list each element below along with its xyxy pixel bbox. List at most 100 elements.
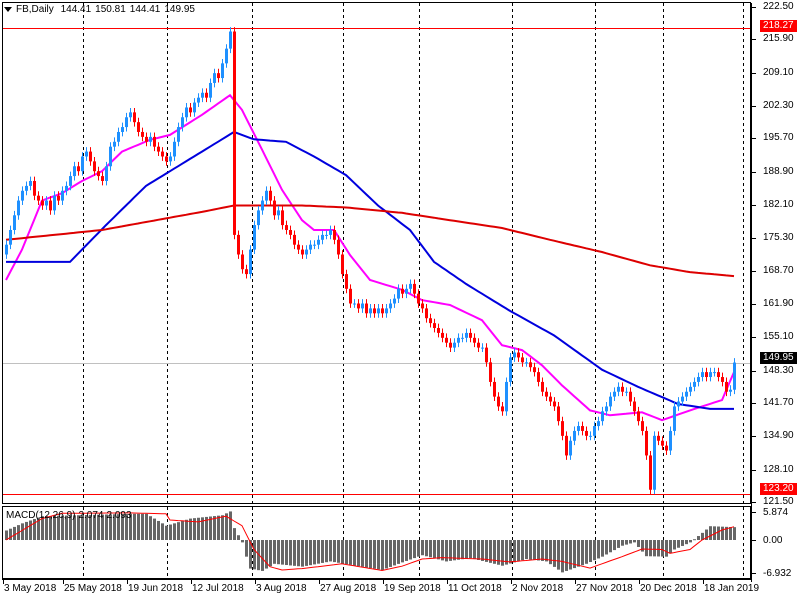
candle-bullish (25, 185, 28, 191)
time-axis-label: 11 Oct 2018 (448, 583, 502, 594)
macd-histogram-bar (21, 523, 24, 540)
candle-bearish (437, 328, 440, 333)
candle-bearish (233, 31, 236, 235)
candle-bullish (669, 430, 672, 451)
candle-bullish (513, 352, 516, 358)
price-axis-label: 128.10 (763, 464, 794, 475)
macd-histogram-bar (261, 540, 264, 571)
macd-histogram-bar (645, 540, 648, 557)
macd-histogram-bar (469, 540, 472, 559)
macd-histogram-bar (473, 540, 476, 560)
time-axis-label: 19 Sep 2018 (384, 583, 441, 594)
candle-bearish (421, 303, 424, 309)
candle-bullish (505, 381, 508, 412)
candle-bullish (125, 117, 128, 128)
candle-bullish (169, 156, 172, 162)
price-axis-label: 168.70 (763, 265, 794, 276)
candle-bullish (613, 391, 616, 397)
macd-histogram-bar (293, 540, 296, 566)
candle-bullish (573, 430, 576, 441)
candle-bearish (705, 372, 708, 378)
candle-bearish (489, 362, 492, 382)
macd-histogram-bar (369, 540, 372, 569)
dropdown-triangle-icon[interactable] (4, 6, 12, 12)
macd-main-value: 2.074 (78, 510, 104, 521)
macd-histogram-bar (597, 540, 600, 559)
candle-bullish (609, 396, 612, 407)
macd-pane-frame (2, 506, 751, 579)
candle-bullish (389, 303, 392, 309)
macd-histogram-bar (105, 514, 108, 540)
macd-histogram-bar (197, 517, 200, 540)
candle-bullish (221, 63, 224, 79)
ohlc-close: 149.95 (164, 4, 195, 15)
price-axis-label: 202.30 (763, 100, 794, 111)
macd-histogram-bar (361, 540, 364, 567)
candle-bullish (369, 308, 372, 314)
macd-axis-label: 5.874 (763, 507, 789, 518)
candle-bearish (629, 391, 632, 402)
macd-histogram-bar (665, 540, 668, 557)
macd-histogram-bar (353, 540, 356, 566)
candle-bullish (149, 136, 152, 142)
macd-histogram-bar (405, 540, 408, 561)
macd-histogram-bar (721, 526, 724, 540)
candle-bullish (9, 229, 12, 245)
candle-bullish (249, 249, 252, 275)
macd-histogram-bar (69, 515, 72, 540)
candle-bullish (321, 234, 324, 240)
macd-histogram-bar (729, 526, 732, 540)
candle-bearish (585, 430, 588, 436)
time-axis-label: 27 Nov 2018 (576, 583, 633, 594)
candle-bullish (405, 288, 408, 294)
candle-bullish (601, 411, 604, 422)
macd-histogram-bar (253, 540, 256, 570)
macd-histogram-bar (161, 523, 164, 540)
macd-histogram-bar (297, 540, 300, 567)
macd-histogram-bar (433, 540, 436, 559)
candle-bullish (21, 190, 24, 201)
candle-bearish (137, 122, 140, 132)
candle-bullish (713, 372, 716, 374)
time-axis-label: 18 Jan 2019 (704, 583, 760, 594)
candle-bearish (413, 283, 416, 294)
candle-bearish (237, 234, 240, 255)
candle-bullish (597, 421, 600, 427)
price-axis-label: 155.10 (763, 331, 794, 342)
candle-bearish (665, 445, 668, 451)
macd-histogram-bar (157, 520, 160, 540)
macd-histogram-bar (325, 540, 328, 563)
candle-bullish (105, 166, 108, 181)
candle-bearish (649, 455, 652, 490)
candle-bearish (217, 73, 220, 79)
macd-histogram-bar (193, 518, 196, 540)
candle-bearish (725, 381, 728, 392)
macd-histogram-bar (497, 540, 500, 565)
price-axis-label: 134.90 (763, 430, 794, 441)
macd-histogram-bar (321, 540, 324, 563)
macd-histogram-bar (425, 540, 428, 557)
macd-histogram-bar (97, 514, 100, 540)
macd-histogram-bar (365, 540, 368, 568)
macd-histogram-bar (657, 540, 660, 557)
time-axis-label: 2 Nov 2018 (512, 583, 564, 594)
candle-bullish (673, 406, 676, 431)
candle-bullish (109, 146, 112, 167)
candle-bearish (365, 303, 368, 314)
candle-bullish (213, 73, 216, 83)
macd-histogram-bar (345, 540, 348, 565)
candle-bullish (277, 210, 280, 216)
macd-histogram-bar (213, 516, 216, 540)
macd-signal-line (5, 512, 735, 572)
candle-bearish (473, 337, 476, 343)
candle-bearish (717, 372, 720, 378)
macd-histogram-bar (317, 540, 320, 564)
macd-histogram-bar (89, 514, 92, 540)
candle-bullish (193, 102, 196, 113)
candle-bearish (269, 190, 272, 201)
candle-bullish (305, 249, 308, 255)
time-axis-label: 27 Aug 2018 (320, 583, 377, 594)
candle-bearish (145, 136, 148, 142)
candle-bullish (353, 303, 356, 305)
